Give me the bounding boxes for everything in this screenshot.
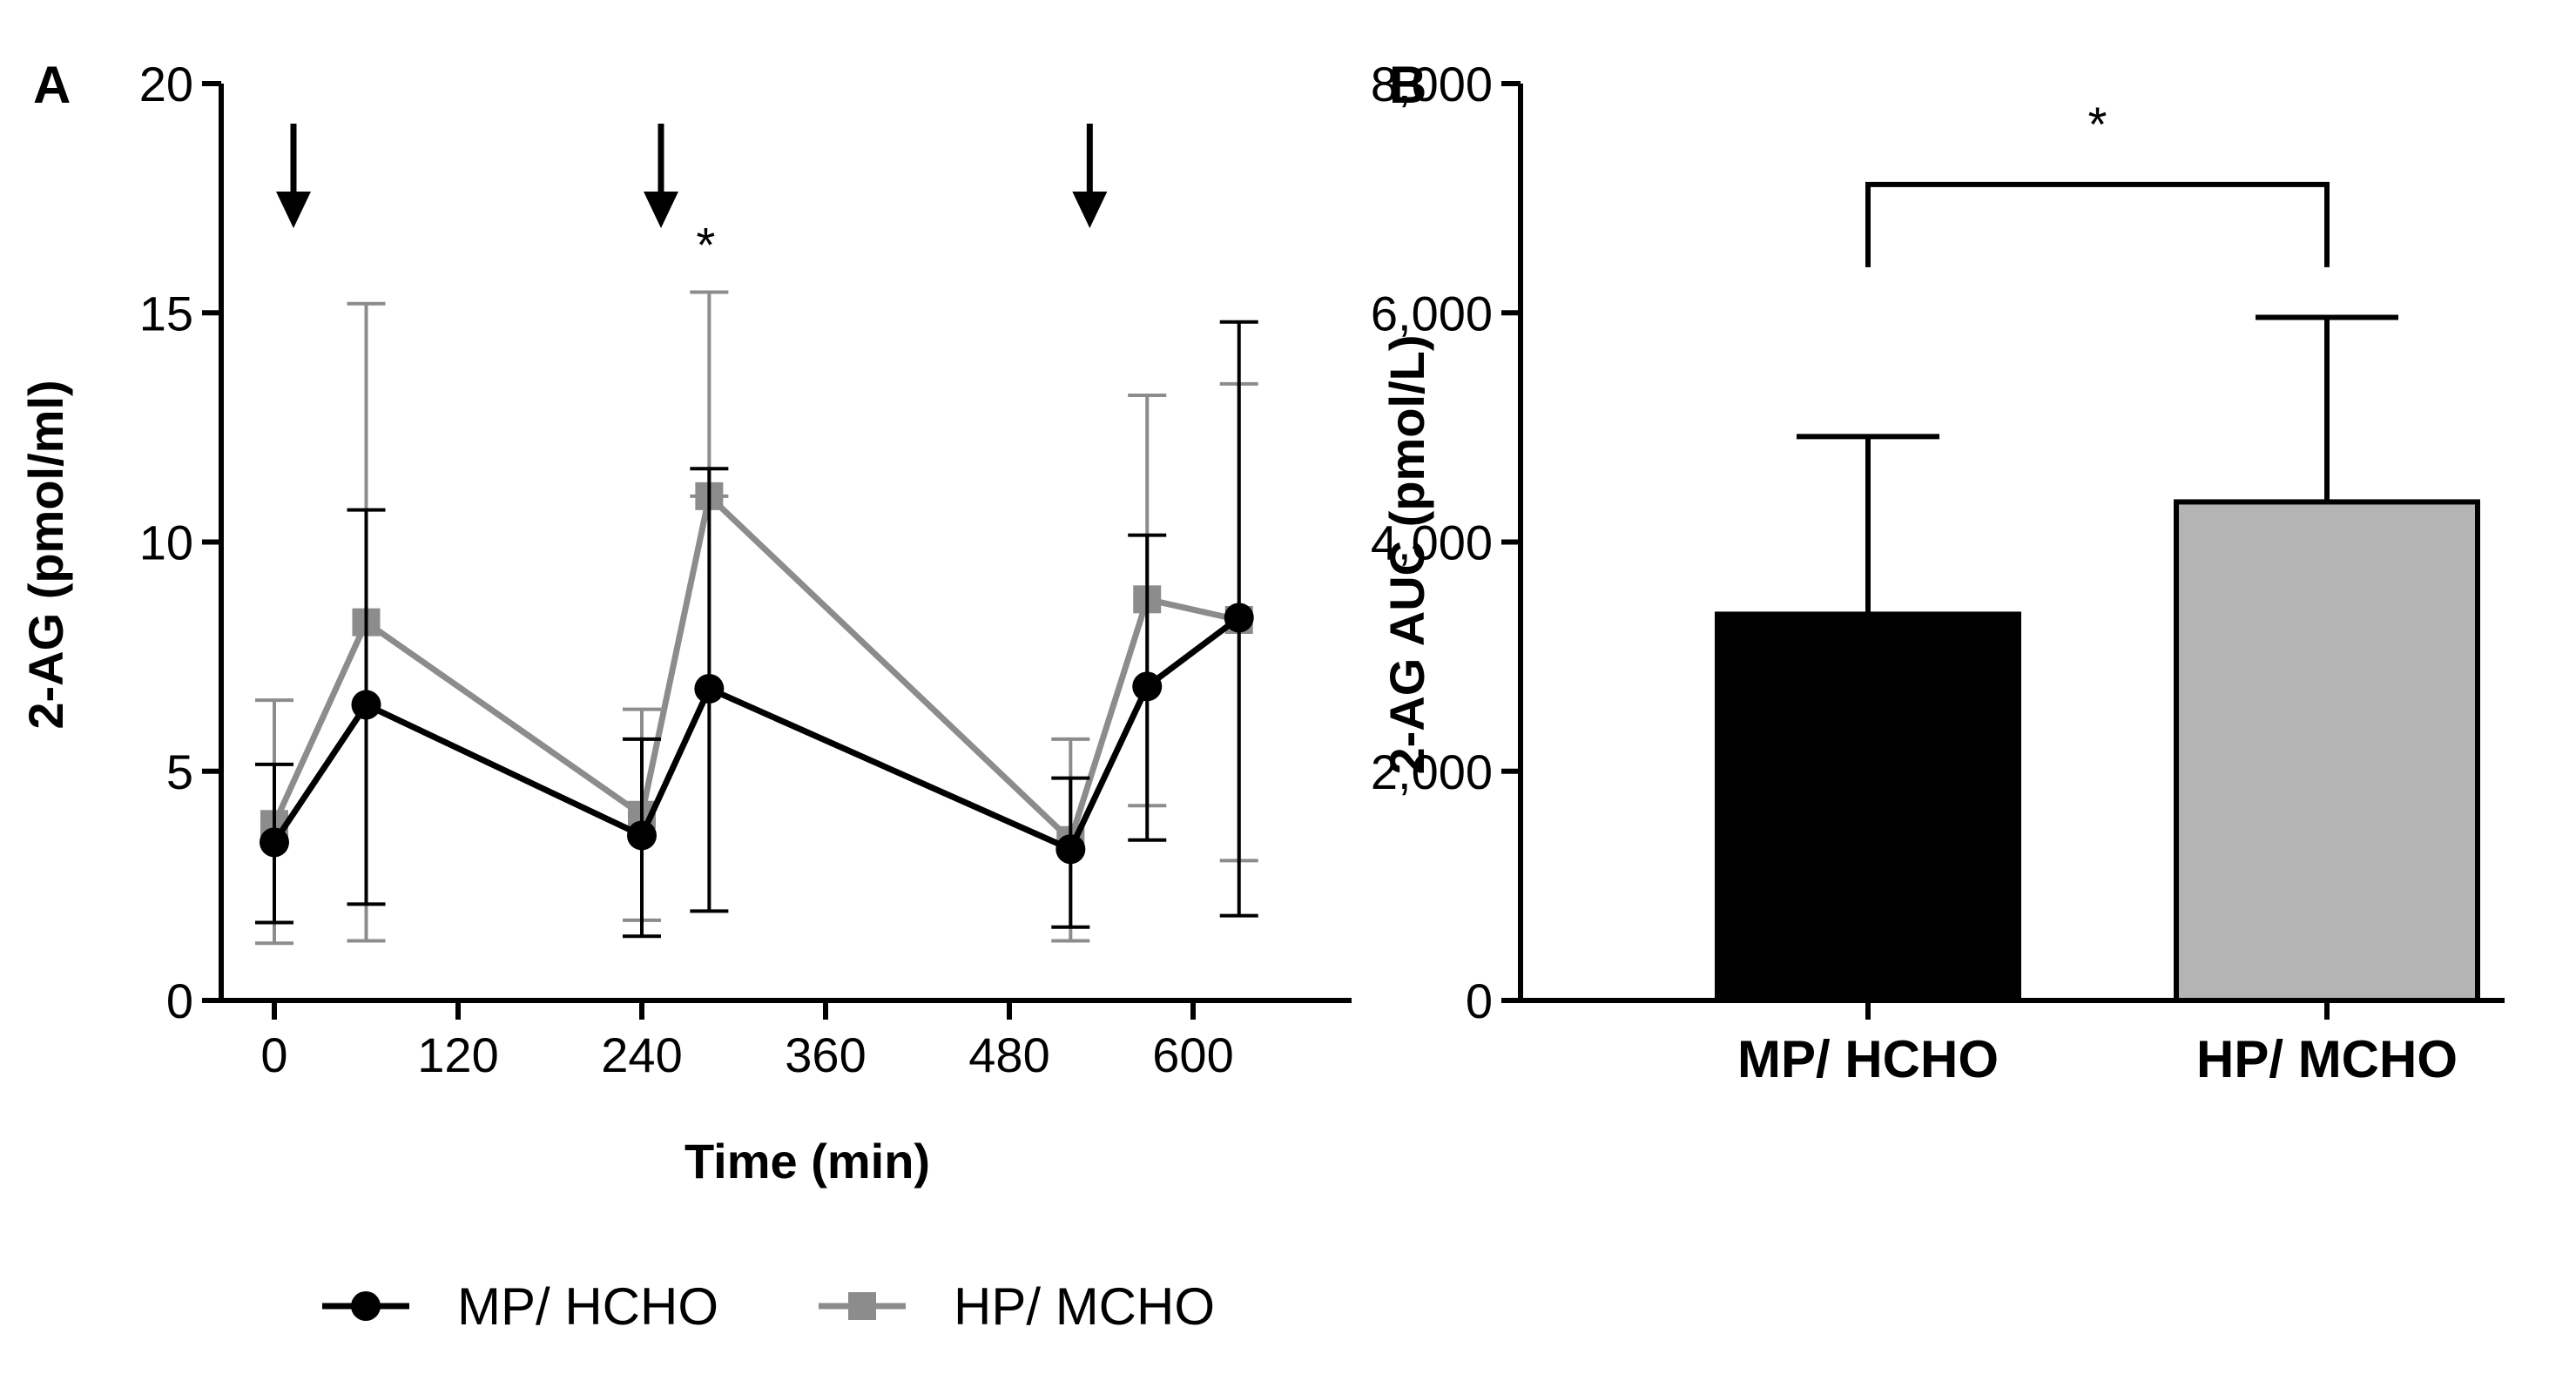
data-point — [1132, 671, 1163, 702]
panel-a-y-tick-label: 10 — [139, 515, 193, 570]
data-point — [260, 827, 289, 858]
panel-a-y-tick-label: 20 — [139, 57, 193, 111]
panel-b-y-tick-label: 2,000 — [1371, 744, 1493, 799]
series-mphcho — [255, 320, 1258, 939]
panel-a-axes: 0 5 10 15 20 0 120 240 360 480 600 — [139, 57, 1352, 1082]
data-point — [694, 673, 725, 704]
panel-a-x-tick-label: 360 — [785, 1027, 866, 1082]
panel-b-category-label: MP/ HCHO — [1737, 1030, 1999, 1088]
meal-arrow-head — [1072, 192, 1108, 228]
panel-a-y-tick-label: 5 — [166, 744, 193, 799]
panel-b-category-label: HP/ MCHO — [2196, 1030, 2458, 1088]
panel-b-y-tick-label: 4,000 — [1371, 515, 1493, 570]
significance-bracket — [1865, 181, 2330, 267]
panel-a-x-tick-label: 120 — [417, 1027, 498, 1082]
legend-label: MP/ HCHO — [457, 1277, 718, 1336]
bar-hp-mcho — [2174, 499, 2480, 1003]
panel-b-label: B — [1389, 56, 1426, 114]
panel-a-series — [255, 290, 1258, 946]
panel-a-y-tick-label: 15 — [139, 286, 193, 340]
data-point — [1055, 834, 1086, 865]
panel-a-y-tick-label: 0 — [166, 973, 193, 1028]
panel-b-bar-chart: B 2-AG AUC (pmol/L) 0 2,000 4,000 6,000 8,00… — [1371, 56, 2505, 1088]
legend: MP/ HCHO HP/ MCHO — [322, 1277, 1215, 1336]
data-point — [627, 820, 657, 851]
data-point — [351, 690, 381, 720]
panel-a-line-chart: A 2-AG (pmol/ml) Time (min) 0 5 10 15 20 0 120… — [18, 56, 1352, 1189]
legend-label: HP/ MCHO — [954, 1277, 1215, 1336]
panel-a-x-tick-label: 480 — [968, 1027, 1049, 1082]
panel-a-x-tick-label: 240 — [601, 1027, 682, 1082]
panel-b-y-axis-title: 2-AG AUC (pmol/L) — [1379, 335, 1434, 775]
panel-b-bars: MP/ HCHO HP/ MCHO — [1715, 314, 2480, 1088]
legend-marker — [848, 1292, 876, 1320]
panel-a-y-axis-title: 2-AG (pmol/ml) — [18, 380, 73, 729]
panel-b-y-tick-label: 8,000 — [1371, 57, 1493, 111]
panel-a-label: A — [33, 56, 71, 114]
panel-a-x-tick-label: 0 — [260, 1027, 287, 1082]
meal-arrow-head — [644, 192, 678, 228]
panel-b-significance: * — [1865, 97, 2330, 267]
data-point — [1224, 603, 1254, 633]
series-line — [272, 615, 1241, 852]
panel-a-significance: * — [696, 217, 715, 272]
legend-marker — [351, 1291, 381, 1321]
panel-b-y-tick-label: 0 — [1466, 973, 1493, 1028]
legend-item-mp-hcho: MP/ HCHO — [322, 1277, 718, 1336]
significance-marker: * — [696, 217, 715, 272]
series-hpmcho — [255, 290, 1258, 946]
panel-a-x-axis-title: Time (min) — [684, 1134, 930, 1189]
panel-b-y-tick-label: 6,000 — [1371, 286, 1493, 340]
significance-marker: * — [2088, 97, 2107, 152]
legend-item-hp-mcho: HP/ MCHO — [819, 1277, 1215, 1336]
series-line — [271, 493, 1240, 844]
panel-a-x-tick-label: 600 — [1152, 1027, 1233, 1082]
panel-a-meal-arrows — [276, 124, 1108, 228]
bar-mp-hcho — [1715, 611, 2021, 1004]
meal-arrow-head — [276, 192, 311, 228]
